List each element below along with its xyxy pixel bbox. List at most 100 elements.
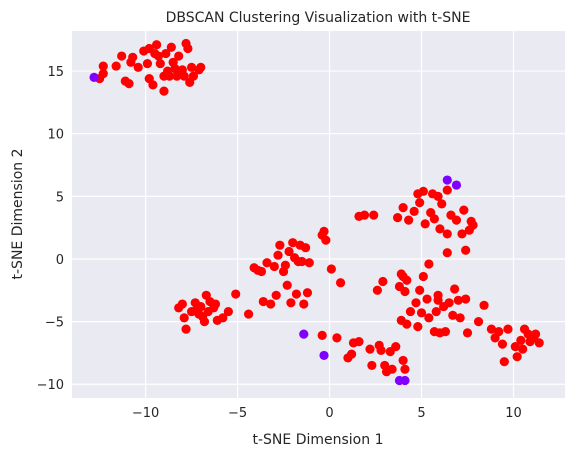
cluster-point	[275, 240, 285, 250]
cluster-point	[387, 364, 397, 374]
cluster-point	[525, 337, 535, 347]
cluster-point	[148, 80, 158, 90]
cluster-point	[450, 284, 460, 294]
cluster-point	[433, 295, 443, 305]
cluster-point	[420, 219, 430, 229]
cluster-point	[243, 309, 254, 319]
x-tick-label: 5	[417, 406, 425, 421]
y-tick-label: −5	[45, 316, 64, 331]
cluster-point	[415, 285, 425, 295]
cluster-point	[461, 294, 471, 304]
y-tick-label: 10	[47, 128, 64, 143]
cluster-point	[503, 324, 513, 334]
cluster-point	[179, 71, 189, 81]
cluster-point	[128, 52, 138, 62]
cluster-point	[153, 51, 164, 61]
cluster-point	[258, 296, 268, 307]
cluster-point	[166, 42, 176, 52]
cluster-point	[444, 298, 454, 308]
cluster-point	[188, 71, 199, 81]
noise-point	[442, 175, 452, 185]
cluster-point	[262, 258, 272, 268]
cluster-point	[210, 299, 221, 309]
cluster-point	[400, 286, 410, 297]
x-tick-label: 0	[325, 406, 333, 421]
cluster-point	[455, 313, 465, 323]
cluster-point	[266, 299, 276, 309]
cluster-point	[284, 246, 294, 257]
cluster-point	[518, 344, 528, 354]
cluster-point	[435, 328, 445, 338]
cluster-point	[335, 278, 346, 288]
y-tick-label: 0	[56, 253, 64, 268]
cluster-point	[398, 203, 408, 213]
cluster-point	[367, 360, 377, 371]
cluster-point	[111, 61, 121, 71]
cluster-point	[326, 264, 336, 274]
cluster-point	[530, 329, 541, 339]
cluster-point	[161, 48, 171, 59]
cluster-point	[473, 316, 484, 327]
cluster-point	[516, 335, 526, 345]
cluster-point	[369, 210, 379, 220]
cluster-point	[424, 313, 434, 323]
cluster-point	[181, 324, 191, 334]
cluster-point	[133, 62, 143, 72]
cluster-point	[442, 248, 452, 258]
cluster-point	[196, 62, 206, 72]
noise-point	[400, 375, 410, 386]
cluster-point	[391, 342, 401, 352]
cluster-point	[424, 259, 434, 269]
y-tick-labels: −10 −5 0 5 10 15	[37, 65, 64, 393]
cluster-point	[354, 337, 364, 347]
data-points	[89, 38, 544, 386]
cluster-point	[199, 316, 210, 327]
cluster-point	[448, 310, 458, 320]
cluster-point	[319, 226, 329, 237]
cluster-point	[402, 275, 412, 285]
cluster-point	[196, 301, 206, 312]
x-axis-label: t-SNE Dimension 1	[253, 432, 384, 448]
cluster-point	[124, 79, 134, 89]
cluster-point	[418, 271, 428, 282]
cluster-point	[359, 210, 370, 220]
cluster-point	[398, 355, 408, 366]
noise-point	[451, 180, 462, 190]
cluster-point	[288, 238, 298, 248]
cluster-point	[365, 344, 375, 354]
x-tick-labels: −10 −5 0 5 10	[132, 406, 522, 421]
cluster-point	[499, 357, 509, 367]
noise-point	[299, 329, 309, 339]
cluster-point	[497, 339, 508, 349]
cluster-point	[372, 285, 382, 295]
cluster-point	[422, 294, 432, 304]
cluster-point	[332, 333, 342, 343]
cluster-point	[301, 243, 311, 253]
cluster-point	[459, 205, 469, 215]
cluster-point	[164, 71, 175, 81]
cluster-point	[155, 58, 165, 69]
cluster-point	[183, 43, 193, 54]
cluster-point	[442, 185, 452, 195]
cluster-point	[378, 276, 388, 287]
cluster-point	[510, 342, 520, 352]
cluster-point	[142, 58, 153, 69]
cluster-point	[269, 261, 279, 272]
cluster-point	[486, 324, 497, 334]
cluster-point	[152, 40, 162, 50]
cluster-point	[415, 198, 425, 208]
cluster-point	[117, 51, 127, 61]
cluster-point	[404, 215, 414, 225]
cluster-point	[462, 328, 473, 338]
cluster-point	[400, 364, 410, 374]
cluster-point	[534, 338, 544, 348]
cluster-point	[429, 214, 439, 224]
cluster-point	[256, 266, 267, 277]
cluster-point	[435, 224, 445, 234]
y-tick-label: 15	[47, 65, 64, 80]
cluster-point	[442, 229, 452, 239]
cluster-point	[433, 191, 443, 201]
cluster-point	[468, 220, 478, 230]
cluster-point	[174, 51, 184, 61]
